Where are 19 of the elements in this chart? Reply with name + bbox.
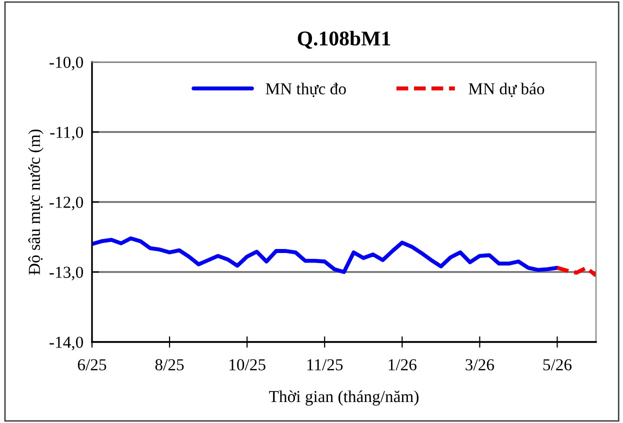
line-series: [92, 236, 560, 274]
legend-label: MN dự báo: [468, 82, 544, 98]
x-tick-label: 3/26: [466, 359, 494, 370]
x-tick-label: 10/25: [230, 359, 266, 370]
x-tick-label: 8/25: [155, 359, 184, 370]
chart-title: Q.108bM1: [298, 30, 390, 49]
y-tick-label: -12,0: [50, 196, 84, 210]
x-tick-label: 11/25: [307, 359, 343, 370]
line-series: [555, 266, 596, 278]
y-tick-label: -14,0: [50, 336, 84, 350]
y-axis-title: Độ sâu mực nước (m): [28, 130, 44, 275]
x-tick-label: 5/26: [543, 359, 572, 370]
x-tick-label: 6/25: [78, 359, 106, 370]
y-tick-label: -11,0: [50, 126, 84, 140]
y-tick-label: -13,0: [50, 266, 84, 280]
x-tick-label: 1/26: [388, 359, 416, 370]
x-axis-title: Thời gian (tháng/năm): [269, 390, 418, 406]
y-tick-label: -10,0: [50, 56, 84, 70]
legend-label: MN thực đo: [266, 82, 346, 98]
